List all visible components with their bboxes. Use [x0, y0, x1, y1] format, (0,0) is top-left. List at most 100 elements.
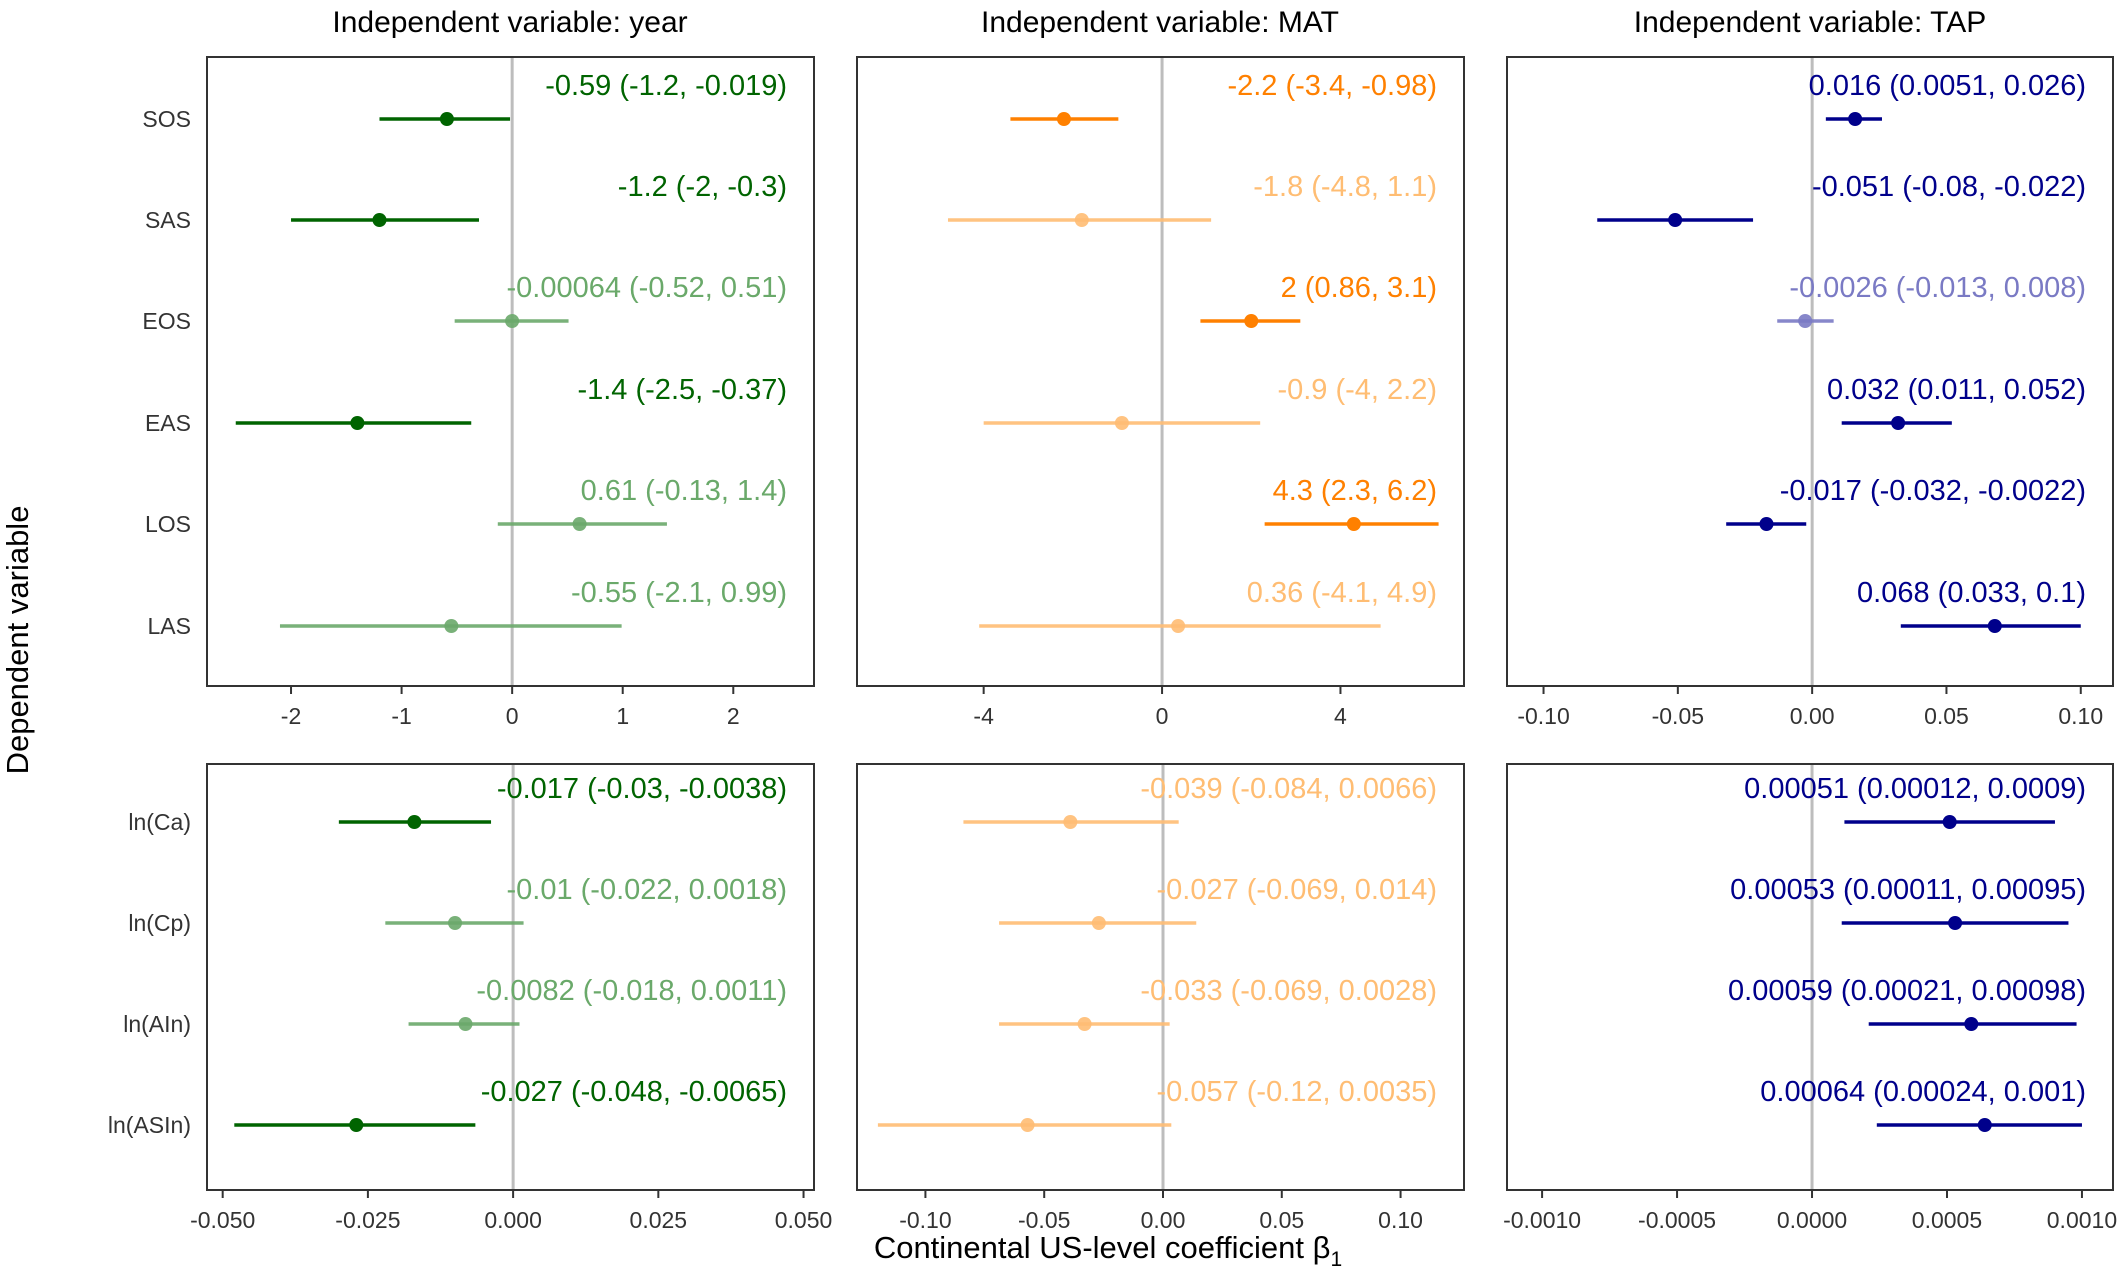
point-estimate — [372, 213, 387, 227]
x-tick-label: 0.0000 — [1777, 1207, 1847, 1233]
panel-TAP-log_metrics: 0.00051 (0.00012, 0.0009) 0.00053 (0.0001… — [1503, 763, 2117, 1233]
row-label: SOS — [142, 106, 191, 132]
estimate-label: 0.00053 (0.00011, 0.00095) — [1730, 874, 2086, 906]
x-tick-label: 1 — [616, 703, 629, 729]
panel-border — [206, 763, 815, 1191]
panel-titles: Independent variable: year Independent v… — [332, 6, 1986, 39]
estimate-label: 0.016 (0.0051, 0.026) — [1809, 70, 2086, 102]
x-tick-label: 0.05 — [1924, 703, 1969, 729]
x-tick-label: -4 — [973, 703, 994, 729]
x-tick-label: -0.050 — [190, 1207, 255, 1233]
row-label: ln(ASIn) — [108, 1112, 191, 1138]
x-tick-label: -0.0005 — [1638, 1207, 1716, 1233]
point-estimate — [1891, 416, 1906, 430]
estimate-label: -1.2 (-2, -0.3) — [618, 171, 787, 203]
point-estimate — [1171, 619, 1186, 633]
estimate-label: 4.3 (2.3, 6.2) — [1273, 475, 1437, 507]
x-tick-label: 0.000 — [484, 1207, 542, 1233]
point-estimate — [1759, 517, 1774, 531]
row-label: LAS — [148, 613, 191, 639]
row-label: ln(Ca) — [128, 809, 191, 835]
panel-TAP-phenology: 0.016 (0.0051, 0.026) -0.051 (-0.08, -0.0… — [1506, 56, 2114, 729]
estimate-label: -0.051 (-0.08, -0.022) — [1812, 171, 2086, 203]
panel-border — [206, 56, 815, 687]
x-tick-label: -0.0010 — [1503, 1207, 1581, 1233]
estimate-label: -0.0082 (-0.018, 0.0011) — [476, 975, 787, 1007]
point-estimate — [1074, 213, 1089, 227]
x-axis-title: Continental US-level coefficient β1 — [874, 1230, 1342, 1271]
estimate-label: -1.4 (-2.5, -0.37) — [577, 374, 787, 406]
x-tick-label: -1 — [391, 703, 411, 729]
x-tick-label: 4 — [1334, 703, 1347, 729]
estimate-label: 0.00059 (0.00021, 0.00098) — [1728, 975, 2086, 1007]
row-label: EAS — [145, 410, 191, 436]
point-estimate — [1848, 112, 1863, 126]
x-tick-label: 0.050 — [775, 1207, 833, 1233]
x-tick-label: -0.10 — [899, 1207, 951, 1233]
point-estimate — [407, 815, 422, 829]
x-tick-label: 0.025 — [630, 1207, 688, 1233]
estimate-label: 0.36 (-4.1, 4.9) — [1247, 577, 1437, 609]
point-estimate — [350, 416, 365, 430]
panel-title-year: Independent variable: year — [332, 6, 687, 39]
estimate-label: -2.2 (-3.4, -0.98) — [1227, 70, 1437, 102]
panel-border — [1506, 56, 2114, 687]
estimate-label: 0.61 (-0.13, 1.4) — [581, 475, 787, 507]
point-estimate — [572, 517, 587, 531]
panel-year-log_metrics: -0.017 (-0.03, -0.0038) -0.01 (-0.022, 0.… — [190, 763, 833, 1233]
estimate-label: -0.017 (-0.032, -0.0022) — [1780, 475, 2086, 507]
row-label: ln(Cp) — [128, 910, 191, 936]
estimate-label: -1.8 (-4.8, 1.1) — [1253, 171, 1437, 203]
point-estimate — [1987, 619, 2002, 633]
estimate-label: -0.9 (-4, 2.2) — [1277, 374, 1437, 406]
estimate-label: -0.027 (-0.069, 0.014) — [1156, 874, 1437, 906]
estimate-label: 0.068 (0.033, 0.1) — [1857, 577, 2086, 609]
point-estimate — [1977, 1118, 1992, 1132]
x-tick-label: 0 — [1156, 703, 1169, 729]
estimate-label: 0.032 (0.011, 0.052) — [1827, 374, 2086, 406]
point-estimate — [1964, 1017, 1979, 1031]
point-estimate — [1063, 815, 1078, 829]
point-estimate — [349, 1118, 364, 1132]
x-tick-label: -0.10 — [1517, 703, 1569, 729]
estimate-label: 0.00051 (0.00012, 0.0009) — [1744, 773, 2086, 805]
x-tick-label: 0.10 — [2058, 703, 2103, 729]
x-tick-label: 0.10 — [1378, 1207, 1423, 1233]
row-label: ln(AIn) — [123, 1011, 191, 1037]
estimate-label: -0.027 (-0.048, -0.0065) — [481, 1076, 787, 1108]
row-label: LOS — [145, 511, 191, 537]
x-tick-label: -0.025 — [335, 1207, 400, 1233]
point-estimate — [444, 619, 459, 633]
point-estimate — [1114, 416, 1129, 430]
panel-border — [856, 56, 1465, 687]
x-axis-title-main: Continental US-level coefficient β — [874, 1230, 1331, 1265]
y-axis-title: Dependent variable — [0, 506, 35, 775]
panels: SOS SAS EOS EAS LOS LAS -0.59 (-1.2, -0.019) -1… — [108, 56, 2117, 1233]
x-tick-label: 2 — [727, 703, 740, 729]
x-tick-label: -0.05 — [1018, 1207, 1070, 1233]
estimate-label: -0.01 (-0.022, 0.0018) — [506, 874, 787, 906]
x-tick-label: 0.00 — [1141, 1207, 1186, 1233]
x-tick-label: 0.0005 — [1912, 1207, 1982, 1233]
point-estimate — [458, 1017, 473, 1031]
point-estimate — [505, 314, 520, 328]
panel-border — [1506, 763, 2114, 1191]
panel-MAT-log_metrics: -0.039 (-0.084, 0.0066) -0.027 (-0.069, 0… — [856, 763, 1465, 1233]
row-label: SAS — [145, 207, 191, 233]
point-estimate — [1077, 1017, 1092, 1031]
estimate-label: 2 (0.86, 3.1) — [1281, 272, 1437, 304]
x-tick-label: 0.0010 — [2047, 1207, 2117, 1233]
panel-MAT-phenology: -2.2 (-3.4, -0.98) -1.8 (-4.8, 1.1) 2 (0.8… — [856, 56, 1465, 729]
point-estimate — [1948, 916, 1963, 930]
point-estimate — [1942, 815, 1957, 829]
point-estimate — [448, 916, 463, 930]
point-estimate — [439, 112, 454, 126]
point-estimate — [1091, 916, 1106, 930]
x-tick-label: -0.05 — [1652, 703, 1704, 729]
x-tick-label: 0 — [506, 703, 519, 729]
estimate-label: 0.00064 (0.00024, 0.001) — [1760, 1076, 2086, 1108]
estimate-label: -0.033 (-0.069, 0.0028) — [1140, 975, 1437, 1007]
x-axis-title-subscript: 1 — [1330, 1248, 1342, 1271]
point-estimate — [1668, 213, 1683, 227]
estimate-label: -0.057 (-0.12, 0.0035) — [1156, 1076, 1437, 1108]
